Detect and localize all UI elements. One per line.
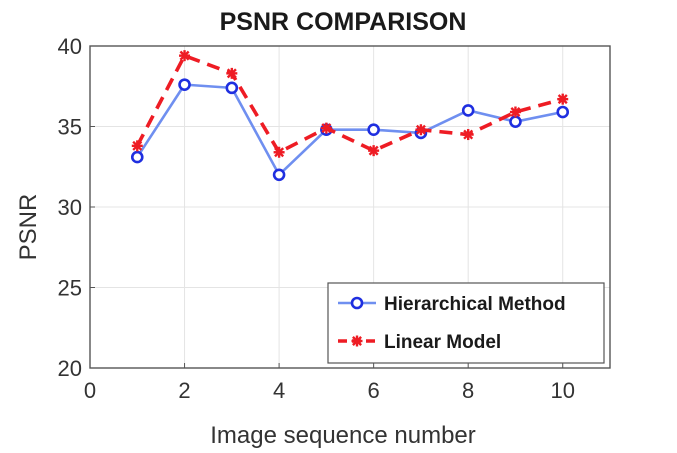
chart-title: PSNR COMPARISON bbox=[220, 8, 467, 36]
data-series bbox=[130, 50, 570, 182]
x-axis-label: Image sequence number bbox=[210, 422, 476, 449]
star-stroke bbox=[368, 145, 379, 156]
data-point bbox=[320, 122, 332, 134]
data-point bbox=[273, 146, 285, 158]
star-stroke bbox=[463, 129, 474, 140]
series-2 bbox=[131, 50, 569, 158]
star-stroke bbox=[132, 140, 143, 151]
x-tick-label: 8 bbox=[462, 378, 474, 403]
data-point bbox=[178, 78, 191, 91]
star-stroke bbox=[321, 123, 332, 134]
y-axis-label: PSNR bbox=[15, 194, 42, 261]
y-tick-label: 40 bbox=[58, 34, 82, 59]
data-point bbox=[272, 168, 286, 182]
axis-ticks: 0 2 4 6 8 10 20 25 30 35 40 bbox=[58, 34, 575, 403]
data-point bbox=[368, 145, 380, 157]
legend-box bbox=[327, 282, 605, 364]
star-stroke bbox=[274, 147, 285, 158]
series-line bbox=[136, 83, 563, 177]
y-tick-label: 20 bbox=[58, 356, 82, 381]
x-tick-label: 0 bbox=[84, 378, 96, 403]
data-point bbox=[179, 50, 191, 62]
data-point bbox=[415, 124, 427, 136]
data-point bbox=[461, 104, 475, 117]
x-tick-label: 4 bbox=[273, 378, 285, 403]
legend-item: Linear Model bbox=[338, 332, 501, 353]
legend-label: Linear Model bbox=[384, 332, 501, 353]
x-tick-label: 2 bbox=[178, 378, 190, 403]
data-point bbox=[509, 115, 522, 128]
legend: Hierarchical Method Linear Model bbox=[327, 282, 605, 364]
data-point bbox=[225, 81, 239, 95]
data-point bbox=[367, 123, 380, 137]
data-point bbox=[509, 106, 521, 118]
star-stroke bbox=[179, 50, 190, 61]
data-point bbox=[131, 140, 143, 152]
y-tick-label: 30 bbox=[58, 195, 82, 220]
legend-label: Hierarchical Method bbox=[384, 294, 566, 315]
star-stroke bbox=[510, 107, 521, 117]
data-point bbox=[462, 129, 474, 141]
data-point bbox=[557, 93, 569, 105]
series-line bbox=[135, 53, 564, 155]
legend-marker bbox=[350, 296, 364, 310]
legend-item: Hierarchical Method bbox=[338, 294, 566, 315]
x-tick-label: 10 bbox=[550, 378, 574, 403]
legend-marker bbox=[351, 335, 363, 347]
star-stroke bbox=[415, 124, 426, 135]
x-tick-label: 6 bbox=[368, 378, 380, 403]
series-1 bbox=[130, 78, 570, 182]
data-point bbox=[226, 67, 238, 79]
y-tick-label: 35 bbox=[58, 115, 82, 140]
star-stroke bbox=[352, 336, 362, 346]
star-stroke bbox=[557, 94, 568, 105]
y-tick-label: 25 bbox=[58, 276, 82, 301]
data-point bbox=[130, 150, 144, 164]
star-stroke bbox=[226, 68, 237, 79]
data-point bbox=[556, 105, 570, 119]
